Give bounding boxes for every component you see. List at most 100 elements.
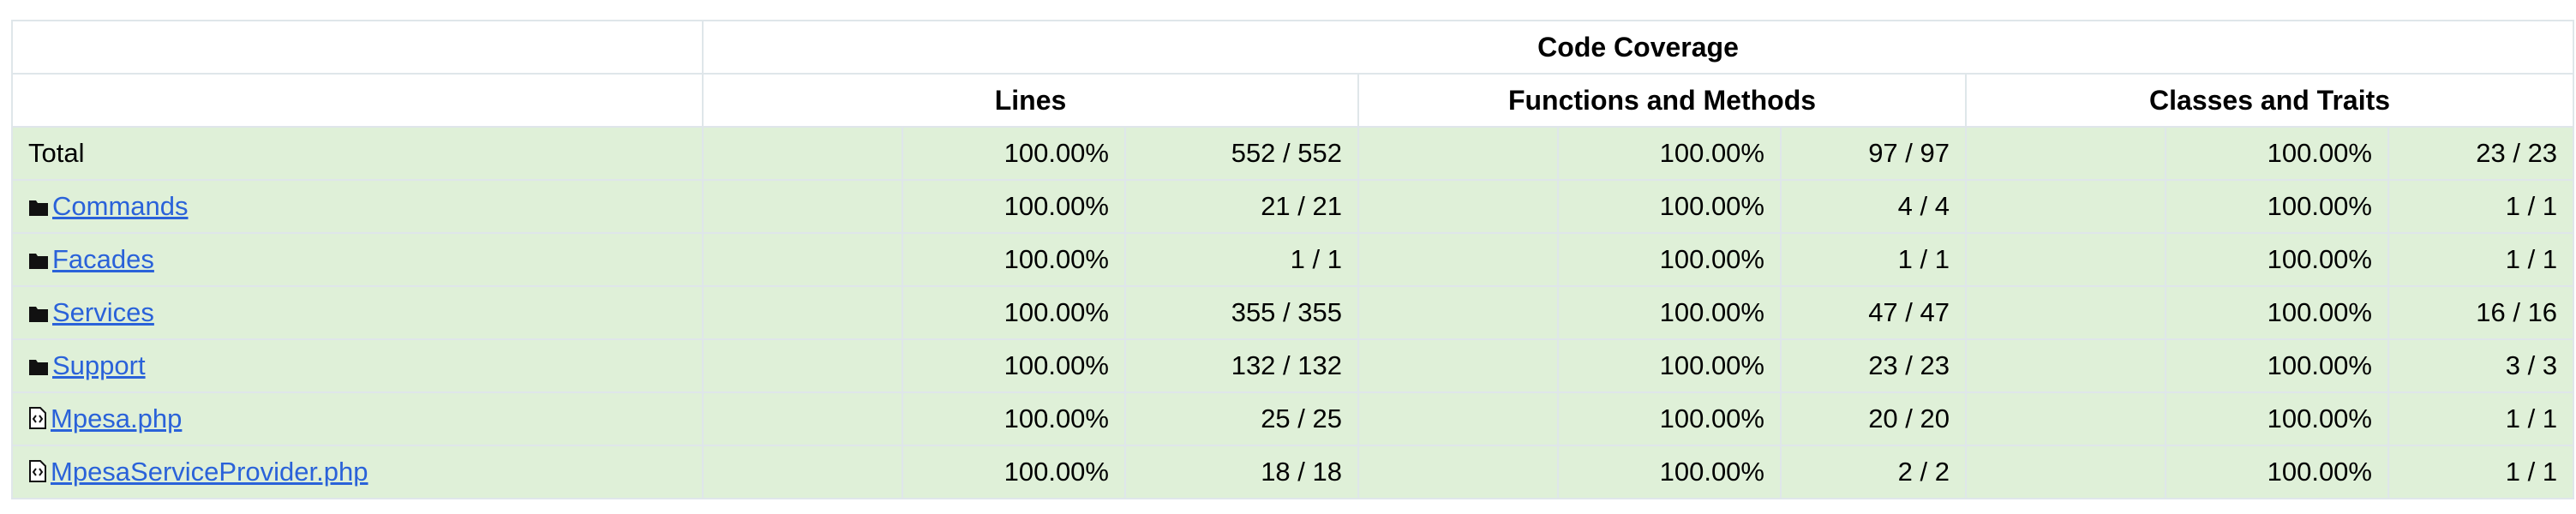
count: 3 / 3 [2387,338,2575,393]
bar-cell [1357,232,1559,287]
percent: 100.00% [2165,285,2389,340]
column-header: Classes and Traits [1964,73,2575,128]
count: 20 / 20 [1780,391,1967,446]
count: 1 / 1 [2387,445,2575,499]
bar-cell [1965,285,2166,340]
count: 552 / 552 [1124,126,1359,181]
count: 132 / 132 [1124,338,1359,393]
percent: 100.00% [2165,338,2389,393]
bar-cell [1357,445,1559,499]
count: 25 / 25 [1124,391,1359,446]
bar-cell [1965,391,2166,446]
percent: 100.00% [902,338,1126,393]
count: 23 / 23 [1780,338,1967,393]
percent: 100.00% [1557,338,1782,393]
folder-icon [29,360,48,375]
count: 1 / 1 [2387,232,2575,287]
percent: 100.00% [902,179,1126,234]
percent: 100.00% [2165,126,2389,181]
folder-icon [29,307,48,322]
blank-cell [11,73,704,128]
count: 2 / 2 [1780,445,1967,499]
row: Facades 100.00% 1 / 1 100.00% 1 / 1 100.00% 1 … [11,232,2575,287]
name-cell: Facades [11,232,704,287]
bar-cell [1965,179,2166,234]
percent: 100.00% [2165,232,2389,287]
percent: 100.00% [902,391,1126,446]
count: 97 / 97 [1780,126,1967,181]
count: 1 / 1 [2387,391,2575,446]
item-link[interactable]: Commands [52,191,189,221]
bar-cell [1965,338,2166,393]
bar-cell [702,126,903,181]
file-icon [29,460,46,482]
folder-icon [29,254,48,269]
item-name: Total [28,138,85,168]
percent: 100.00% [2165,179,2389,234]
bar-cell [702,232,903,287]
column-header: Functions and Methods [1357,73,1967,128]
name-cell: Mpesa.php [11,391,704,446]
count: 21 / 21 [1124,179,1359,234]
table-head: Code Coverage Lines Functions and Methods… [11,20,2575,128]
percent: 100.00% [1557,285,1782,340]
count: 23 / 23 [2387,126,2575,181]
item-link[interactable]: Support [52,350,146,380]
bar-cell [1965,126,2166,181]
item-link[interactable]: Mpesa.php [51,403,183,433]
percent: 100.00% [902,445,1126,499]
folder-icon [29,200,48,216]
name-cell: Support [11,338,704,393]
row: Total 100.00% 552 / 552 100.00% 97 / 97 100.0… [11,126,2575,181]
percent: 100.00% [902,232,1126,287]
row: Services 100.00% 355 / 355 100.00% 47 / 47 10… [11,285,2575,340]
bar-cell [1965,232,2166,287]
count: 4 / 4 [1780,179,1967,234]
bar-cell [1965,445,2166,499]
bar-cell [1357,391,1559,446]
percent: 100.00% [1557,232,1782,287]
count: 47 / 47 [1780,285,1967,340]
name-cell: Commands [11,179,704,234]
percent: 100.00% [2165,445,2389,499]
row: MpesaServiceProvider.php 100.00% 18 / 18 10… [11,445,2575,499]
percent: 100.00% [1557,179,1782,234]
column-header: Lines [702,73,1359,128]
percent: 100.00% [1557,445,1782,499]
bar-cell [702,338,903,393]
percent: 100.00% [902,126,1126,181]
bar-cell [1357,179,1559,234]
bar-cell [702,179,903,234]
count: 1 / 1 [2387,179,2575,234]
count: 1 / 1 [1780,232,1967,287]
item-link[interactable]: MpesaServiceProvider.php [51,457,368,487]
count: 1 / 1 [1124,232,1359,287]
name-cell: Total [11,126,704,181]
blank-cell [11,20,704,75]
bar-cell [702,391,903,446]
header-title: Code Coverage [701,20,2575,75]
bar-cell [1357,285,1559,340]
row: Support 100.00% 132 / 132 100.00% 23 / 23 100… [11,338,2575,393]
percent: 100.00% [1557,391,1782,446]
count: 355 / 355 [1124,285,1359,340]
bar-cell [702,285,903,340]
item-link[interactable]: Services [52,297,154,327]
row: Mpesa.php 100.00% 25 / 25 100.00% 20 / 20 100… [11,391,2575,446]
table-body: Total 100.00% 552 / 552 100.00% 97 / 97 100.0… [11,126,2575,499]
item-link[interactable]: Facades [52,244,154,274]
row: Commands 100.00% 21 / 21 100.00% 4 / 4 100.00… [11,179,2575,234]
name-cell: MpesaServiceProvider.php [11,445,704,499]
percent: 100.00% [1557,126,1782,181]
bar-cell [702,445,903,499]
file-icon [29,407,46,429]
bar-cell [1357,338,1559,393]
name-cell: Services [11,285,704,340]
bar-cell [1357,126,1559,181]
coverage-table: Code Coverage Lines Functions and Methods… [11,20,2575,499]
count: 18 / 18 [1124,445,1359,499]
percent: 100.00% [2165,391,2389,446]
percent: 100.00% [902,285,1126,340]
count: 16 / 16 [2387,285,2575,340]
